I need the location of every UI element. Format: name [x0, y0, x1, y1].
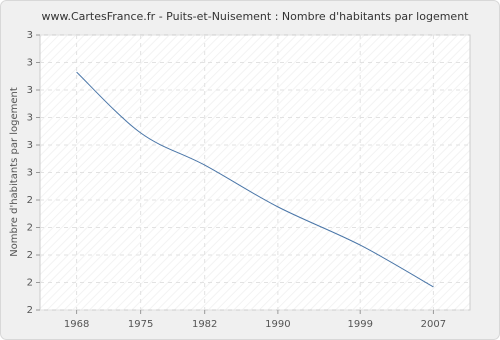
- x-tick-label: 1999: [347, 319, 372, 330]
- y-tick-label: 2: [27, 250, 33, 261]
- y-tick-label: 3: [27, 140, 33, 151]
- x-tick-label: 1982: [192, 319, 217, 330]
- chart-title: www.CartesFrance.fr - Puits-et-Nuisement…: [42, 10, 470, 23]
- x-tick-label: 2007: [421, 319, 446, 330]
- x-tick-label: 1975: [128, 319, 153, 330]
- x-tick-label: 1990: [265, 319, 290, 330]
- data-line: [76, 71, 434, 288]
- y-tick-label: 3: [27, 113, 33, 124]
- y-tick-label: 2: [27, 195, 33, 206]
- plot-area: [39, 34, 471, 311]
- y-tick-label: 3: [27, 58, 33, 69]
- y-axis-label: Nombre d'habitants par logement: [9, 87, 20, 257]
- y-tick-label: 3: [27, 30, 33, 41]
- y-tick-label: 2: [27, 223, 33, 234]
- y-tick-label: 2: [27, 305, 33, 316]
- y-tick-label: 3: [27, 85, 33, 96]
- y-tick-label: 3: [27, 168, 33, 179]
- x-tick-label: 1968: [64, 319, 89, 330]
- y-tick-label: 2: [27, 278, 33, 289]
